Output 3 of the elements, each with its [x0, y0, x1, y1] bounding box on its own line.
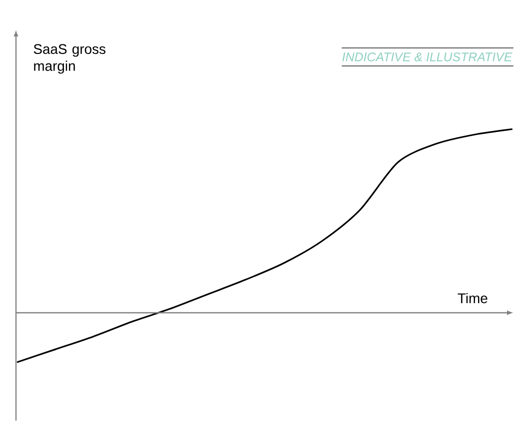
x-axis-title: Time [458, 292, 488, 304]
text: INDICATIVE & ILLUSTRATIVE [342, 52, 512, 62]
y-axis-title: SaaS gross margin [34, 44, 106, 74]
